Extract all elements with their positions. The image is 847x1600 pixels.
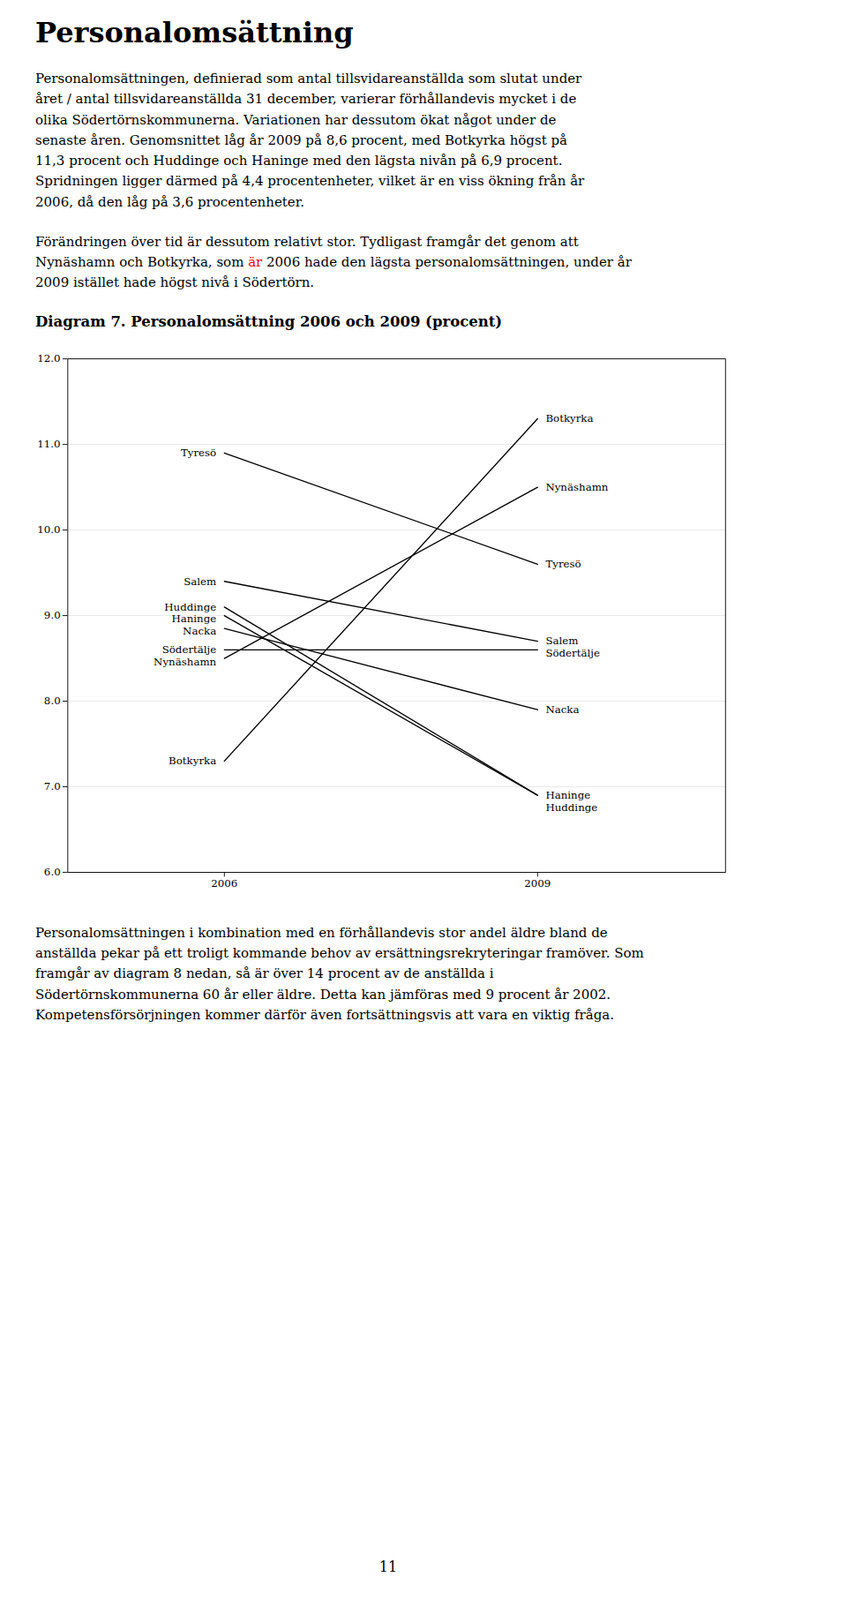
html-text:Personalomsättning: Personalomsättning [35, 15, 354, 50]
html-text:Personalomsättningen, definier: Personalomsättningen, definierad som ant… [35, 70, 585, 210]
svg-text:9.0: 9.0 [44, 608, 61, 622]
html-text:Diagram 7. Personalomsättning: Diagram 7. Personalomsättning 2006 och 2… [35, 312, 503, 330]
svg-text:Nacka: Nacka [182, 623, 217, 637]
html-text:Förändringen över tid är dessu: Förändringen över tid är dessutom relati… [35, 233, 579, 250]
svg-text:Haninge: Haninge [545, 787, 591, 801]
svg-text:Tyresö: Tyresö [545, 557, 581, 570]
svg-text:Botkyrka: Botkyrka [168, 754, 217, 767]
svg-text:10.0: 10.0 [37, 523, 60, 536]
svg-text:6.0: 6.0 [44, 865, 61, 878]
svg-text:2006: 2006 [210, 876, 238, 890]
svg-text:Nynäshamn: Nynäshamn [153, 654, 217, 668]
svg-text:Tyresö: Tyresö [180, 446, 217, 459]
svg-text:Botkyrka: Botkyrka [545, 412, 593, 425]
svg-text:Haninge: Haninge [171, 612, 217, 625]
svg-text:Nacka: Nacka [545, 702, 579, 715]
html-text:Personalomsättningen i kombina: Personalomsättningen i kombination med e… [35, 924, 644, 1023]
svg-text:Huddinge: Huddinge [164, 599, 217, 613]
svg-text:Salem: Salem [183, 574, 217, 587]
svg-text:Nynäshamn: Nynäshamn [545, 479, 608, 493]
html-text:Nynäshamn och Botkyrka, som är: Nynäshamn och Botkyrka, som är 2006 hade… [35, 254, 632, 270]
html-text:11: 11 [379, 1558, 398, 1575]
svg-text:2009: 2009 [524, 876, 551, 890]
svg-text:7.0: 7.0 [44, 779, 61, 793]
svg-text:Södertälje: Södertälje [162, 643, 218, 656]
html-text:2009 istället hade högst nivå: 2009 istället hade högst nivå i Södertör… [35, 274, 315, 291]
svg-text:Södertälje: Södertälje [545, 646, 600, 660]
svg-text:12.0: 12.0 [37, 352, 60, 365]
svg-text:11.0: 11.0 [37, 437, 60, 450]
svg-text:Salem: Salem [545, 634, 578, 647]
svg-text:8.0: 8.0 [44, 694, 61, 707]
svg-text:Huddinge: Huddinge [545, 800, 598, 813]
